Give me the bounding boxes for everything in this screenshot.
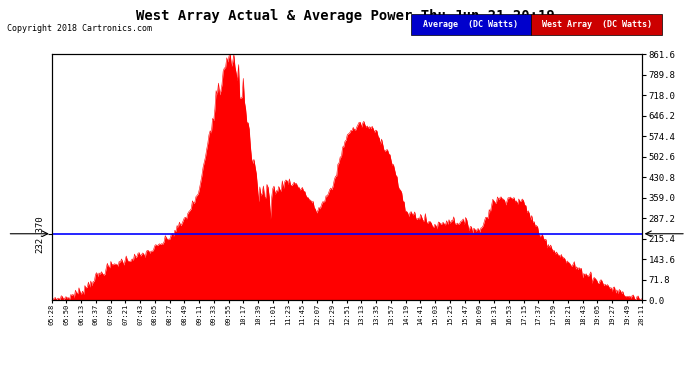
Text: Copyright 2018 Cartronics.com: Copyright 2018 Cartronics.com [7, 24, 152, 33]
Text: West Array  (DC Watts): West Array (DC Watts) [542, 20, 652, 29]
Text: Average  (DC Watts): Average (DC Watts) [424, 20, 518, 29]
Text: West Array Actual & Average Power Thu Jun 21 20:19: West Array Actual & Average Power Thu Ju… [136, 9, 554, 23]
